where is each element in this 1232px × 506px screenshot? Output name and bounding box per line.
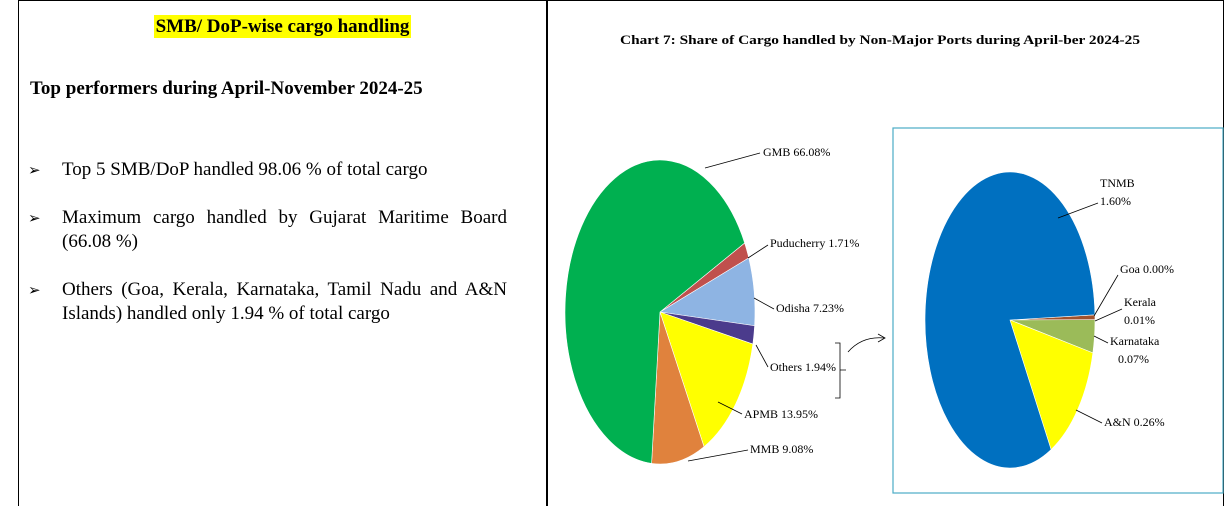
slice-label: MMB 9.08% (750, 442, 813, 456)
column-divider (546, 0, 548, 506)
label-value: 1.94% (805, 360, 836, 374)
text-column: SMB/ DoP-wise cargo handling Top perform… (28, 15, 535, 326)
label-name: A&N (1104, 415, 1131, 429)
label-value: 13.95% (781, 407, 818, 421)
heading: SMB/ DoP-wise cargo handling (30, 15, 535, 38)
subheading: Top performers during April-November 202… (30, 78, 423, 99)
leader-line (717, 401, 743, 415)
leader-line (755, 344, 769, 368)
label-value: 9.08% (782, 442, 813, 456)
label-name: Kerala (1124, 295, 1157, 309)
slice-label: APMB 13.95% (744, 407, 818, 421)
label-name: Others (770, 360, 802, 374)
bullet: Maximum cargo handled by Gujarat Maritim… (28, 206, 507, 254)
leader-line (747, 244, 769, 259)
pie-slice (659, 311, 754, 448)
breakdown-box (892, 127, 1224, 494)
slice-label: Goa 0.00% (1120, 262, 1174, 276)
connector-arrow (847, 337, 885, 353)
label-name: GMB (763, 145, 790, 159)
heading-text: SMB/ DoP-wise cargo handling (153, 15, 412, 38)
label-value: 1.71% (828, 236, 859, 250)
label-name: Odisha (776, 301, 811, 315)
label-name: MMB (750, 442, 779, 456)
label-name: APMB (744, 407, 778, 421)
label-value: 0.26% (1134, 415, 1165, 429)
label-value: 0.07% (1118, 352, 1149, 366)
label-value: 1.60% (1100, 194, 1131, 208)
slice-label: Odisha 7.23% (776, 301, 844, 315)
bullet: Top 5 SMB/DoP handled 98.06 % of total c… (28, 158, 507, 182)
label-value: 66.08% (793, 145, 830, 159)
slice-label: TNMB 1.60% (1100, 176, 1135, 208)
slice-label: GMB 66.08% (763, 145, 830, 159)
label-value: 0.01% (1124, 313, 1155, 327)
pie-slice (564, 159, 745, 464)
slice-label: Kerala 0.01% (1124, 295, 1157, 327)
label-name: TNMB (1100, 176, 1135, 190)
slice-label: Puducherry 1.71% (770, 236, 859, 250)
leader-line (704, 152, 761, 169)
leader-line (1094, 308, 1123, 322)
slice-label: Others 1.94% (770, 360, 836, 374)
slice-label: Karnataka 0.07% (1110, 334, 1160, 366)
label-name: Puducherry (770, 236, 825, 250)
leader-line (1075, 409, 1103, 424)
arrow-head (877, 333, 886, 343)
label-value: 0.00% (1143, 262, 1174, 276)
chart-title: Chart 7: Share of Cargo handled by Non-M… (620, 32, 1141, 47)
pie-slice (1009, 319, 1094, 451)
leader-line (1057, 202, 1099, 219)
label-name: Karnataka (1110, 334, 1160, 348)
pie-slice (651, 311, 705, 465)
slice-label: A&N 0.26% (1104, 415, 1165, 429)
leader-line (1093, 274, 1119, 317)
label-name: Goa (1120, 262, 1141, 276)
bracket (835, 342, 846, 399)
pie-slice (924, 171, 1096, 469)
leader-line (753, 297, 775, 310)
label-value: 7.23% (813, 301, 844, 315)
leader-line (1093, 335, 1109, 344)
leader-line (687, 449, 749, 462)
bullet: Others (Goa, Kerala, Karnataka, Tamil Na… (28, 278, 507, 326)
